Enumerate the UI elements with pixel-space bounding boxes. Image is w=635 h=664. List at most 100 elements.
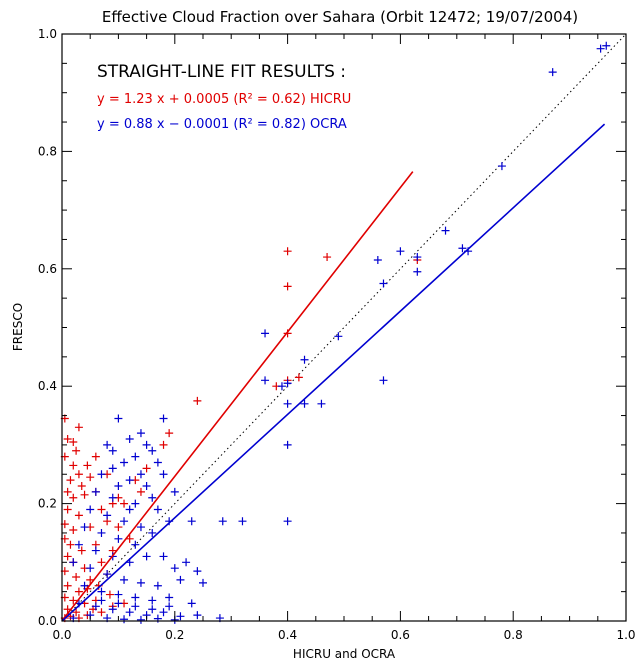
point-ocra-44 [108,493,117,502]
point-ocra-12 [261,329,270,338]
point-ocra-41 [159,470,168,479]
point-ocra-69 [136,578,145,587]
point-hicru-50 [74,587,83,596]
plot-area [60,33,627,624]
point-ocra-76 [131,593,140,602]
point-hicru-2 [323,253,332,262]
reference-line-1to1 [61,33,627,622]
point-ocra-33 [148,446,157,455]
point-hicru-44 [125,534,134,543]
point-hicru-69 [74,423,83,432]
fit-line-hicru [61,171,414,622]
point-ocra-77 [148,596,157,605]
point-hicru-0 [283,247,292,256]
point-ocra-14 [300,355,309,364]
point-ocra-42 [170,487,179,496]
point-ocra-75 [114,590,123,599]
point-ocra-104 [148,493,157,502]
point-hicru-39 [63,552,72,561]
point-ocra-87 [193,611,202,620]
point-ocra-71 [176,575,185,584]
point-ocra-40 [142,481,151,490]
point-ocra-62 [170,564,179,573]
point-ocra-65 [69,558,78,567]
y-tick-label-3: 0.6 [38,262,57,276]
point-ocra-13 [334,332,343,341]
point-ocra-28 [136,429,145,438]
point-ocra-53 [97,528,106,537]
point-hicru-28 [120,499,129,508]
point-ocra-57 [74,540,83,549]
x-tick-label-4: 0.8 [504,628,523,642]
point-ocra-25 [238,517,247,526]
point-ocra-103 [136,470,145,479]
point-hicru-70 [83,461,92,470]
point-ocra-47 [86,505,95,514]
y-axis-label: FRESCO [11,303,25,351]
point-ocra-73 [80,581,89,590]
point-hicru-25 [69,526,78,535]
point-hicru-71 [91,452,100,461]
point-ocra-72 [199,578,207,587]
point-hicru-11 [69,437,78,446]
point-hicru-46 [72,572,81,581]
point-ocra-85 [159,608,168,617]
point-ocra-5 [458,244,467,253]
point-ocra-81 [91,602,100,611]
x-tick-label-0: 0.0 [52,628,71,642]
point-ocra-19 [283,399,292,408]
point-ocra-24 [218,517,227,526]
point-ocra-35 [131,452,140,461]
point-ocra-11 [379,279,388,288]
point-ocra-43 [91,487,100,496]
fit-label-ocra: y = 0.88 x − 0.0001 (R² = 0.82) OCRA [97,117,347,132]
point-ocra-101 [125,505,134,514]
point-ocra-61 [159,552,168,561]
point-ocra-3 [497,162,506,171]
point-ocra-20 [300,399,309,408]
point-ocra-22 [283,440,292,449]
point-ocra-2 [548,68,557,77]
point-ocra-9 [413,253,422,262]
point-ocra-16 [379,376,388,385]
point-ocra-64 [193,567,202,576]
point-ocra-48 [103,511,112,520]
point-ocra-15 [261,376,270,385]
point-ocra-32 [159,414,168,423]
point-ocra-74 [97,587,106,596]
chart-title: Effective Cloud Fraction over Sahara (Or… [102,8,578,26]
point-hicru-72 [69,461,78,470]
point-ocra-38 [97,470,106,479]
point-ocra-21 [317,399,326,408]
point-hicru-57 [105,590,114,599]
point-hicru-18 [80,490,89,499]
axis-ticks: 0.0 0.2 0.4 0.6 0.8 1.0 0.0 0.2 0.4 0.6 0.8 1.0 [38,27,635,642]
point-ocra-63 [182,558,191,567]
point-hicru-16 [63,487,72,496]
point-ocra-96 [97,596,106,605]
point-hicru-68 [72,446,81,455]
point-ocra-31 [103,440,112,449]
point-ocra-4 [441,226,450,235]
point-ocra-97 [114,599,123,608]
point-ocra-8 [373,255,382,264]
point-hicru-38 [165,429,174,438]
point-hicru-31 [66,540,75,549]
point-ocra-70 [153,581,162,590]
y-tick-label-5: 1.0 [38,27,57,41]
point-ocra-49 [120,517,129,526]
point-hicru-42 [97,558,106,567]
point-ocra-79 [187,599,196,608]
x-tick-label-5: 1.0 [616,628,635,642]
point-ocra-37 [108,464,117,473]
point-ocra-17 [283,379,292,388]
point-ocra-45 [131,499,140,508]
x-tick-label-3: 0.6 [391,628,410,642]
point-hicru-37 [159,440,168,449]
point-ocra-66 [86,564,95,573]
x-axis-label: HICRU and OCRA [293,647,396,661]
point-ocra-1 [602,41,611,50]
point-hicru-34 [114,523,123,532]
